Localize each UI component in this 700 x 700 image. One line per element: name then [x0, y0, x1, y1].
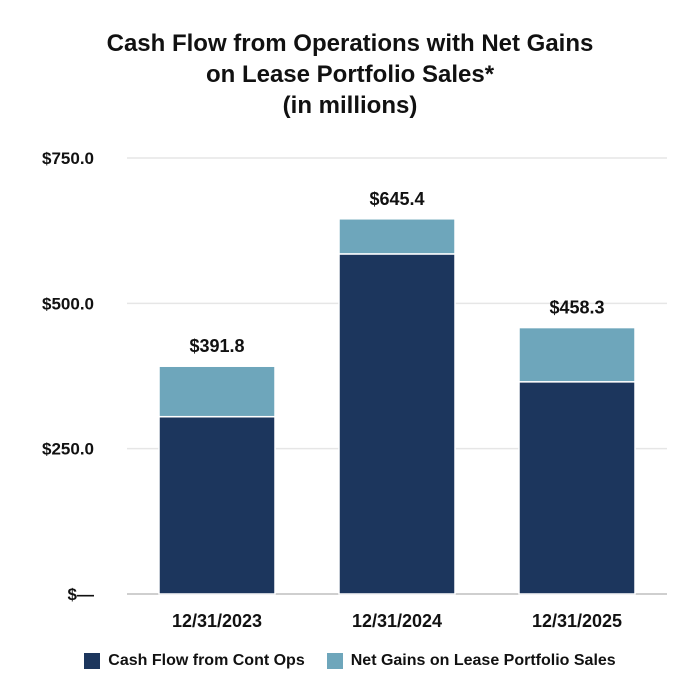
legend-swatch-net-gains — [326, 653, 343, 669]
chart-title-line-3: (in millions) — [282, 92, 418, 119]
y-tick-label-0: $— — [68, 585, 94, 604]
bar-1-series-1 — [338, 218, 456, 255]
bar-0-series-1 — [158, 365, 276, 418]
bar-2-series-1 — [518, 326, 636, 383]
chart-title-line-1: Cash Flow from Operations with Net Gains — [106, 30, 594, 57]
legend: Cash Flow from Cont Ops Net Gains on Lea… — [0, 652, 700, 670]
bar-2-series-0 — [518, 381, 636, 595]
x-tick-label-0: 12/31/2023 — [172, 611, 262, 631]
bar-1-series-0 — [338, 253, 456, 595]
y-tick-label-1: $250.0 — [42, 440, 94, 459]
chart-title: Cash Flow from Operations with Net Gains… — [0, 28, 700, 121]
y-tick-label-2: $500.0 — [42, 294, 94, 313]
bar-0-series-0 — [158, 415, 276, 595]
data-label-total-2: $458.3 — [549, 298, 604, 318]
x-tick-label-1: 12/31/2024 — [352, 611, 442, 631]
data-label-total-1: $645.4 — [369, 189, 424, 209]
chart-title-line-2: on Lease Portfolio Sales* — [205, 61, 495, 88]
x-tick-label-2: 12/31/2025 — [532, 611, 622, 631]
legend-label-net-gains: Net Gains on Lease Portfolio Sales — [350, 652, 616, 669]
y-tick-label-3: $750.0 — [42, 149, 94, 168]
data-label-total-0: $391.8 — [189, 336, 244, 356]
legend-item-net-gains: Net Gains on Lease Portfolio Sales — [326, 652, 616, 670]
legend-item-cash-flow: Cash Flow from Cont Ops — [84, 652, 305, 670]
legend-label-cash-flow: Cash Flow from Cont Ops — [108, 652, 305, 669]
legend-swatch-cash-flow — [84, 653, 101, 669]
